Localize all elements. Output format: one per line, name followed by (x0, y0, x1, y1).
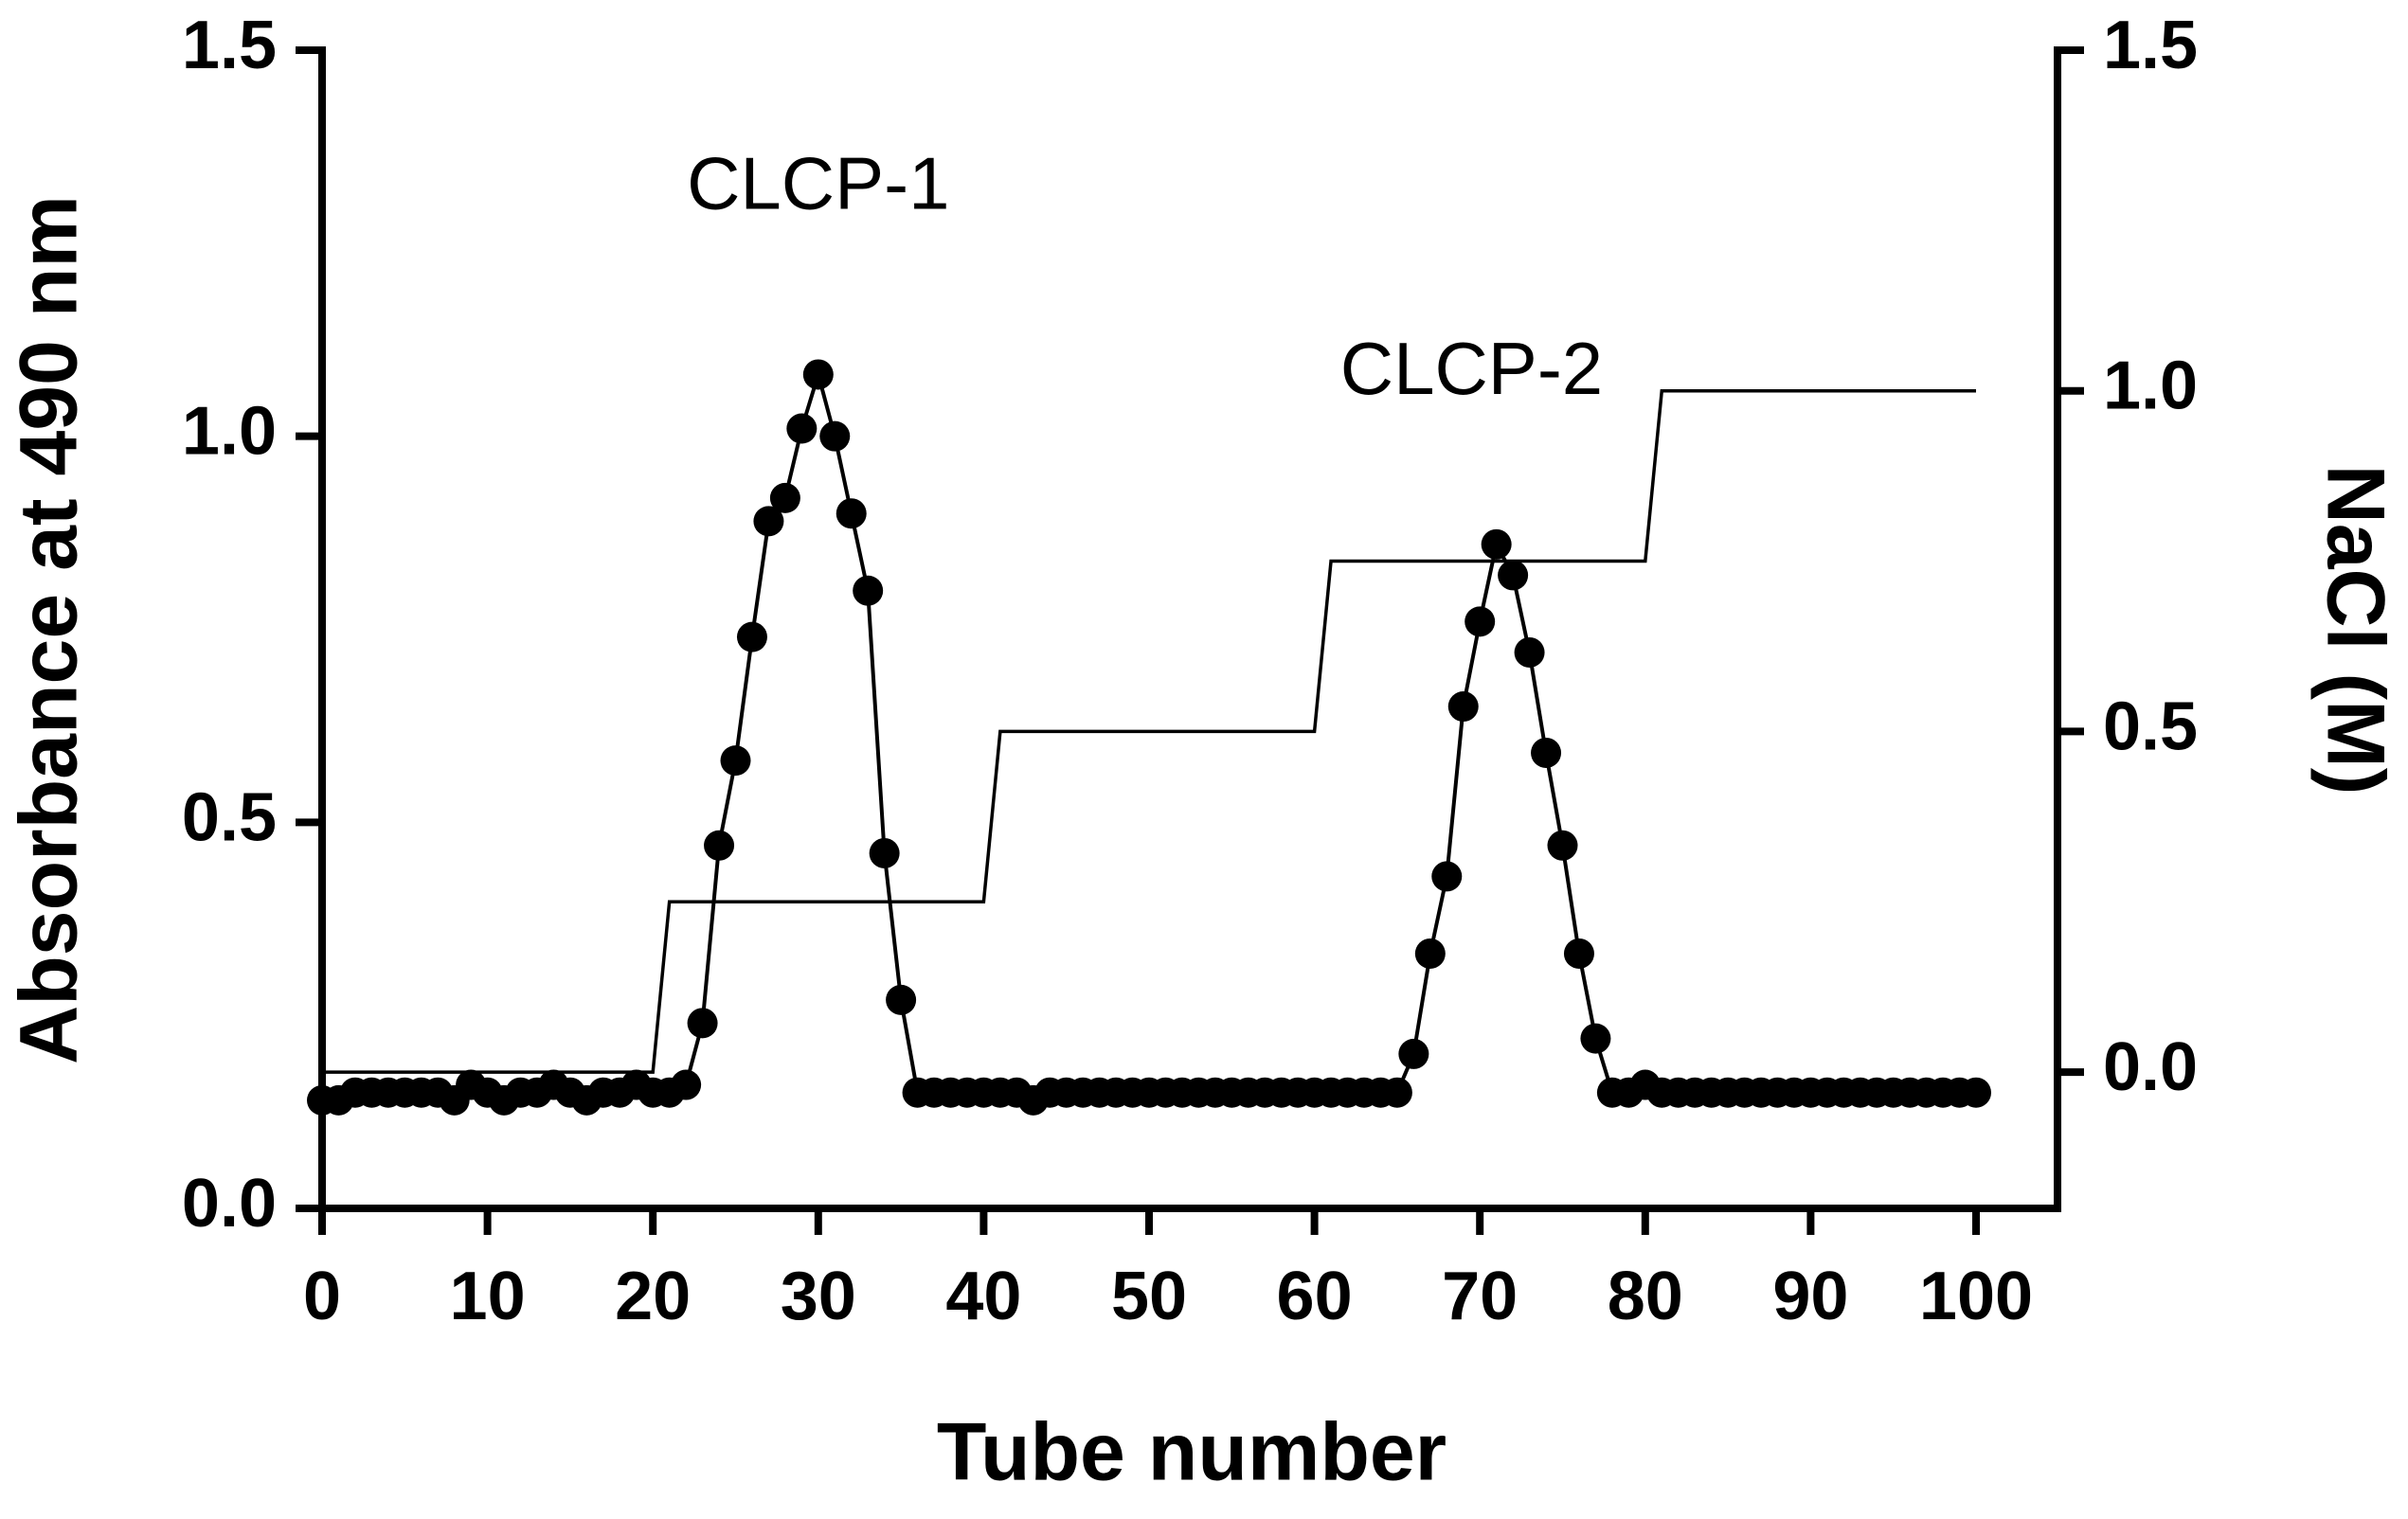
data-point (1514, 636, 1545, 668)
data-point (1531, 737, 1562, 768)
y-tick-label: 0.5 (182, 779, 277, 855)
x-axis-title: Tube number (937, 1407, 1447, 1498)
data-point (1481, 528, 1512, 560)
data-point (687, 1008, 718, 1039)
y-tick-label: 1.0 (182, 394, 277, 470)
data-point (671, 1069, 702, 1100)
data-point (869, 837, 900, 868)
x-tick-label: 30 (781, 1259, 856, 1334)
data-point (1398, 1038, 1429, 1069)
data-point (736, 621, 767, 652)
data-point (1498, 560, 1529, 591)
data-point (1547, 830, 1578, 861)
series-line (322, 388, 1976, 1074)
data-point (1447, 691, 1479, 723)
data-point (853, 575, 884, 606)
x-tick-label: 20 (615, 1259, 691, 1334)
x-tick-label: 100 (1919, 1259, 2033, 1334)
data-point (1465, 606, 1496, 637)
y-tick-label: 0.0 (182, 1166, 277, 1242)
y2-tick-label: 0.5 (2103, 688, 2198, 764)
data-point (1414, 938, 1446, 969)
data-point (819, 420, 851, 452)
data-point (704, 830, 735, 861)
y-tick-label: 1.5 (182, 8, 277, 83)
data-point (1563, 938, 1594, 969)
data-point (753, 506, 784, 537)
y2-tick-label: 1.0 (2103, 348, 2198, 424)
y2-tick-label: 1.5 (2103, 8, 2198, 83)
data-point (1431, 861, 1463, 892)
x-tick-label: 90 (1772, 1259, 1848, 1334)
data-point (769, 482, 800, 513)
data-point (1381, 1077, 1412, 1108)
data-point (836, 498, 867, 529)
x-tick-label: 80 (1608, 1259, 1683, 1334)
x-tick-label: 50 (1111, 1259, 1187, 1334)
data-point (786, 413, 818, 444)
data-point (802, 359, 834, 390)
data-point (886, 984, 917, 1015)
y2-tick-label: 0.0 (2103, 1029, 2198, 1105)
data-point (1961, 1077, 1991, 1108)
x-tick-label: 0 (303, 1259, 341, 1334)
series-line (322, 367, 1976, 1103)
y2-axis-title: NaCl (M) (2309, 465, 2400, 795)
annotation: CLCP-1 (687, 141, 949, 224)
x-tick-label: 70 (1442, 1259, 1518, 1334)
x-tick-label: 60 (1277, 1259, 1353, 1334)
y-axis-title: Absorbance at 490 nm (4, 195, 95, 1064)
data-point (1580, 1023, 1611, 1054)
x-tick-label: 10 (450, 1259, 526, 1334)
data-point (720, 745, 751, 777)
annotation: CLCP-2 (1340, 327, 1603, 410)
x-tick-label: 40 (945, 1259, 1021, 1334)
